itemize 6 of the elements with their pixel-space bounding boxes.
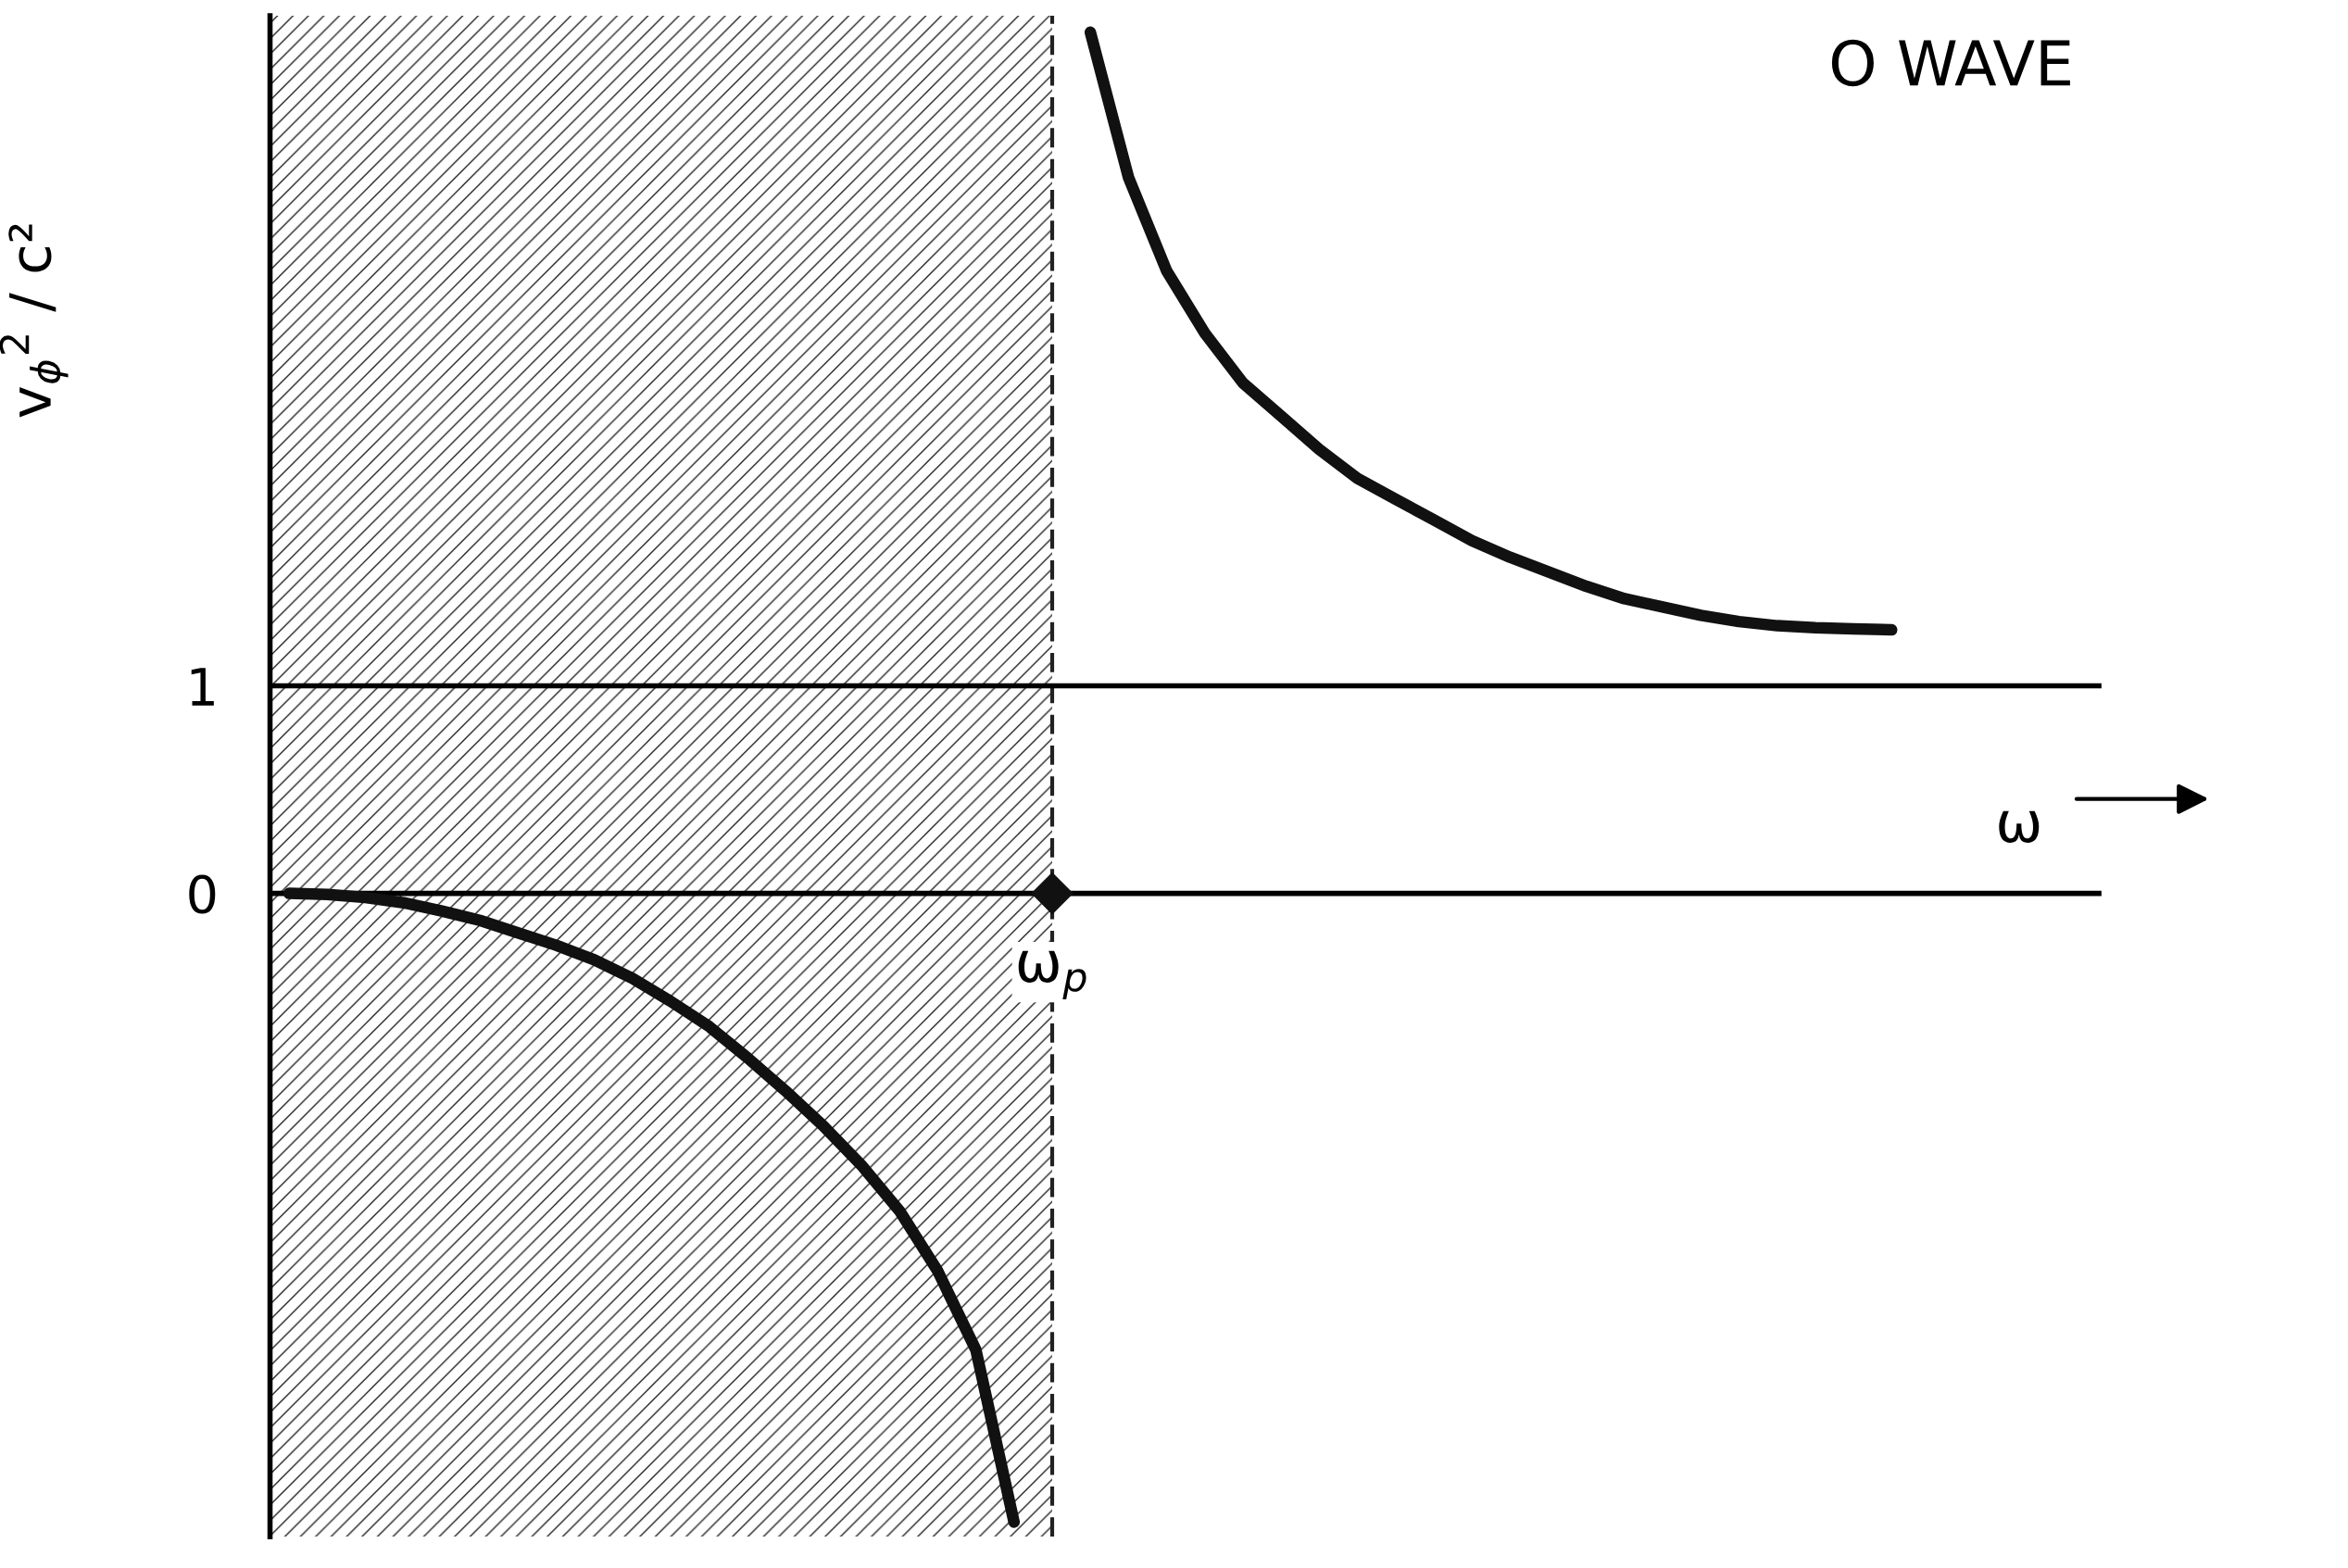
y-axis-title: v$_{ϕ}$$^{2}$ / c² [0,224,69,418]
y-tick-label: 1 [191,668,214,706]
annotation: O WAVE [1831,39,2070,87]
x-axis-title: ω [1999,810,2040,843]
x-tick-label: ω$_{p}$ [1018,950,1086,1000]
y-tick-label: 0 [189,874,216,914]
